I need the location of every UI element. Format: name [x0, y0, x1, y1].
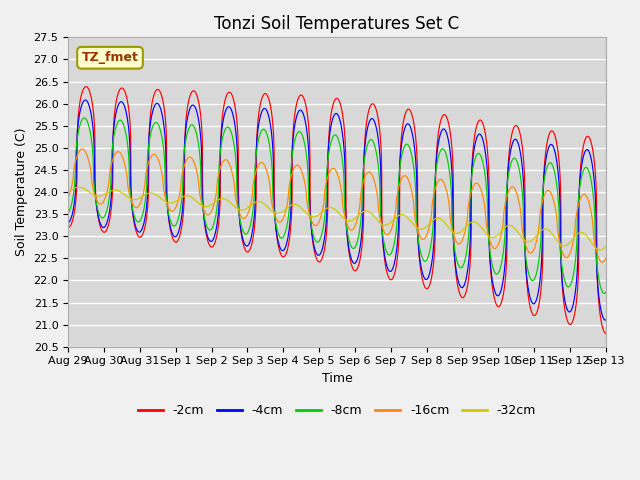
Title: Tonzi Soil Temperatures Set C: Tonzi Soil Temperatures Set C — [214, 15, 460, 33]
X-axis label: Time: Time — [321, 372, 353, 385]
Legend: -2cm, -4cm, -8cm, -16cm, -32cm: -2cm, -4cm, -8cm, -16cm, -32cm — [132, 399, 541, 422]
Text: TZ_fmet: TZ_fmet — [81, 51, 138, 64]
Y-axis label: Soil Temperature (C): Soil Temperature (C) — [15, 128, 28, 256]
